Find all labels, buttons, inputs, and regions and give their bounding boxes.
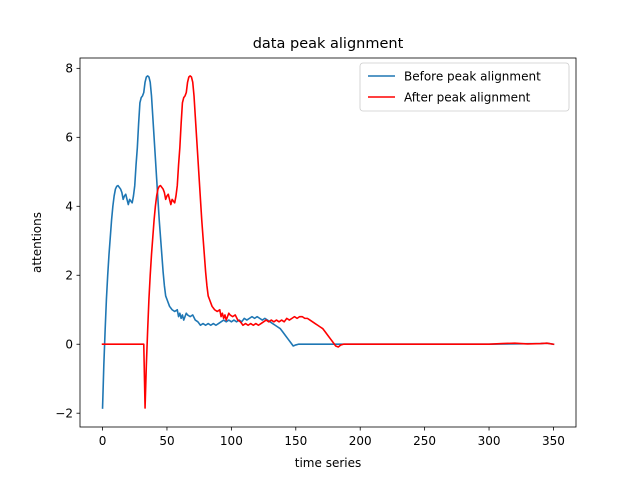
plot-area (79, 57, 577, 428)
legend-box (359, 62, 570, 112)
y-tick-label: 2 (65, 269, 73, 283)
x-tick-label: 100 (220, 434, 243, 448)
y-tick-label: 0 (65, 338, 73, 352)
x-axis-title: time series (295, 456, 361, 470)
legend-label: After peak alignment (404, 90, 531, 104)
x-tick-label: 350 (542, 434, 565, 448)
x-tick-label: 50 (159, 434, 174, 448)
axes-frame (79, 57, 577, 428)
y-axis-title: attentions (30, 212, 44, 273)
series-line-2 (101, 75, 555, 409)
y-tick-label: 6 (65, 131, 73, 145)
chart-title: data peak alignment (253, 36, 404, 52)
x-tick-label: 150 (284, 434, 307, 448)
y-axis: −2 0 2 4 6 8 (55, 62, 80, 421)
series-line-1 (101, 75, 555, 409)
y-tick-label: 8 (65, 62, 73, 76)
legend: Before peak alignment After peak alignmen… (359, 62, 570, 112)
x-tick-label: 250 (413, 434, 436, 448)
y-tick-label: −2 (55, 407, 73, 421)
x-tick-label: 300 (478, 434, 501, 448)
x-tick-label: 0 (99, 434, 107, 448)
y-tick-label: 4 (65, 200, 73, 214)
x-tick-label: 200 (349, 434, 372, 448)
legend-label: Before peak alignment (404, 69, 541, 83)
x-axis: 0 50 100 150 200 250 300 350 (99, 427, 565, 448)
